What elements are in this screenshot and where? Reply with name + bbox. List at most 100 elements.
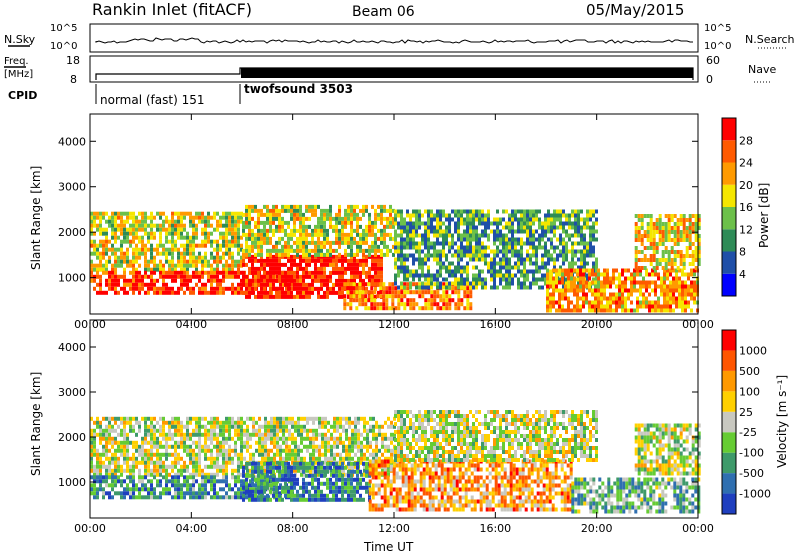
power-cell <box>111 270 114 275</box>
power-cell <box>120 219 123 224</box>
power-cell <box>159 235 162 240</box>
power-cell <box>685 230 689 234</box>
velocity-cell <box>357 432 360 437</box>
power-cell <box>234 215 237 220</box>
power-cell <box>371 228 374 233</box>
power-cell <box>594 292 597 297</box>
power-cell <box>272 282 275 287</box>
power-cell <box>350 220 353 225</box>
power-cell <box>123 259 126 264</box>
velocity-cell <box>114 460 117 465</box>
velocity-cell <box>303 444 306 449</box>
power-cell <box>502 277 505 282</box>
power-cell <box>237 243 240 248</box>
power-cell <box>135 270 138 275</box>
power-cell <box>269 270 272 275</box>
power-cell <box>123 235 126 240</box>
power-cell <box>484 245 487 250</box>
power-cell <box>439 294 443 299</box>
power-cell <box>362 270 365 275</box>
power-cell <box>547 213 550 218</box>
velocity-cell <box>162 432 165 437</box>
velocity-cell <box>387 468 390 473</box>
power-cell <box>299 290 302 295</box>
power-cell <box>433 253 436 258</box>
power-cell <box>168 267 171 272</box>
power-cell <box>308 208 311 213</box>
velocity-cell <box>243 428 246 433</box>
power-cell <box>129 263 132 268</box>
power-cell <box>296 290 299 295</box>
power-cell <box>201 263 204 268</box>
power-cell <box>579 308 582 313</box>
power-cell <box>552 296 555 301</box>
power-cell <box>559 217 562 222</box>
power-cell <box>639 272 642 277</box>
power-cell <box>377 204 380 209</box>
power-cell <box>278 270 281 275</box>
power-cell <box>496 217 499 222</box>
power-cell <box>359 236 362 241</box>
power-cell <box>388 286 392 291</box>
power-cell <box>606 272 609 277</box>
velocity-cell <box>141 452 144 457</box>
power-cell <box>171 290 174 295</box>
power-cell <box>201 227 204 232</box>
power-cell <box>484 229 487 234</box>
power-cell <box>475 277 478 282</box>
power-cell <box>469 290 473 295</box>
velocity-cell <box>183 448 186 453</box>
power-cell <box>299 228 302 233</box>
power-cell <box>374 270 377 275</box>
power-cell <box>517 281 520 286</box>
power-cell <box>460 273 463 278</box>
power-cell <box>296 262 299 267</box>
power-cell <box>663 296 666 301</box>
power-cell <box>600 272 603 277</box>
power-cell <box>412 261 415 266</box>
power-cell <box>93 278 96 283</box>
velocity-cell <box>213 416 216 421</box>
power-cell <box>371 244 374 249</box>
power-cell <box>544 273 547 278</box>
power-cell <box>576 308 579 313</box>
power-cell <box>225 227 228 232</box>
power-cell <box>538 245 541 250</box>
power-cell <box>520 253 523 258</box>
power-cell <box>535 257 538 262</box>
power-cell <box>646 234 650 238</box>
power-cell <box>293 216 296 221</box>
power-cell <box>159 227 162 232</box>
power-cell <box>670 230 674 234</box>
power-cell <box>594 280 597 285</box>
power-cell <box>123 223 126 228</box>
power-cell <box>275 278 278 283</box>
power-cell <box>180 274 183 279</box>
power-cell <box>621 308 624 313</box>
power-cell <box>693 296 696 301</box>
power-cell <box>219 278 222 283</box>
power-cell <box>433 277 436 282</box>
power-cell <box>329 212 332 217</box>
power-cell <box>687 284 690 289</box>
power-cell <box>430 217 433 222</box>
power-cell <box>353 208 356 213</box>
velocity-cell <box>207 464 210 469</box>
power-cell <box>356 244 359 249</box>
power-cell <box>406 213 409 218</box>
power-cell <box>329 204 332 209</box>
velocity-cell <box>129 440 132 445</box>
power-cell <box>523 241 526 246</box>
velocity-cell <box>360 456 363 461</box>
power-cell <box>418 253 421 258</box>
power-cell <box>180 278 183 283</box>
power-cell <box>368 278 371 283</box>
velocity-cell <box>177 456 180 461</box>
power-cell <box>362 240 365 245</box>
power-cell <box>445 229 448 234</box>
velocity-cell <box>366 432 369 437</box>
power-cell <box>532 253 535 258</box>
power-cell <box>576 304 579 309</box>
power-cell <box>329 216 332 221</box>
